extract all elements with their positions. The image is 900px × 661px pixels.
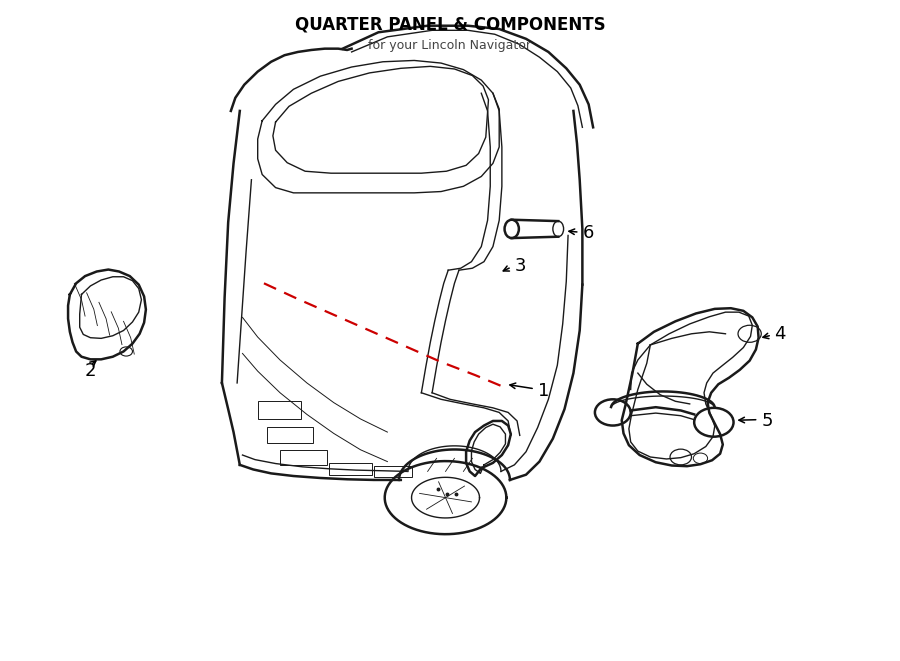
Text: 3: 3 (515, 257, 526, 275)
Text: 6: 6 (582, 225, 594, 243)
Text: QUARTER PANEL & COMPONENTS: QUARTER PANEL & COMPONENTS (294, 16, 606, 34)
Text: 2: 2 (85, 362, 96, 380)
Text: 1: 1 (537, 382, 549, 400)
Text: 4: 4 (774, 325, 786, 343)
Text: for your Lincoln Navigator: for your Lincoln Navigator (368, 39, 532, 52)
Text: 5: 5 (761, 412, 773, 430)
